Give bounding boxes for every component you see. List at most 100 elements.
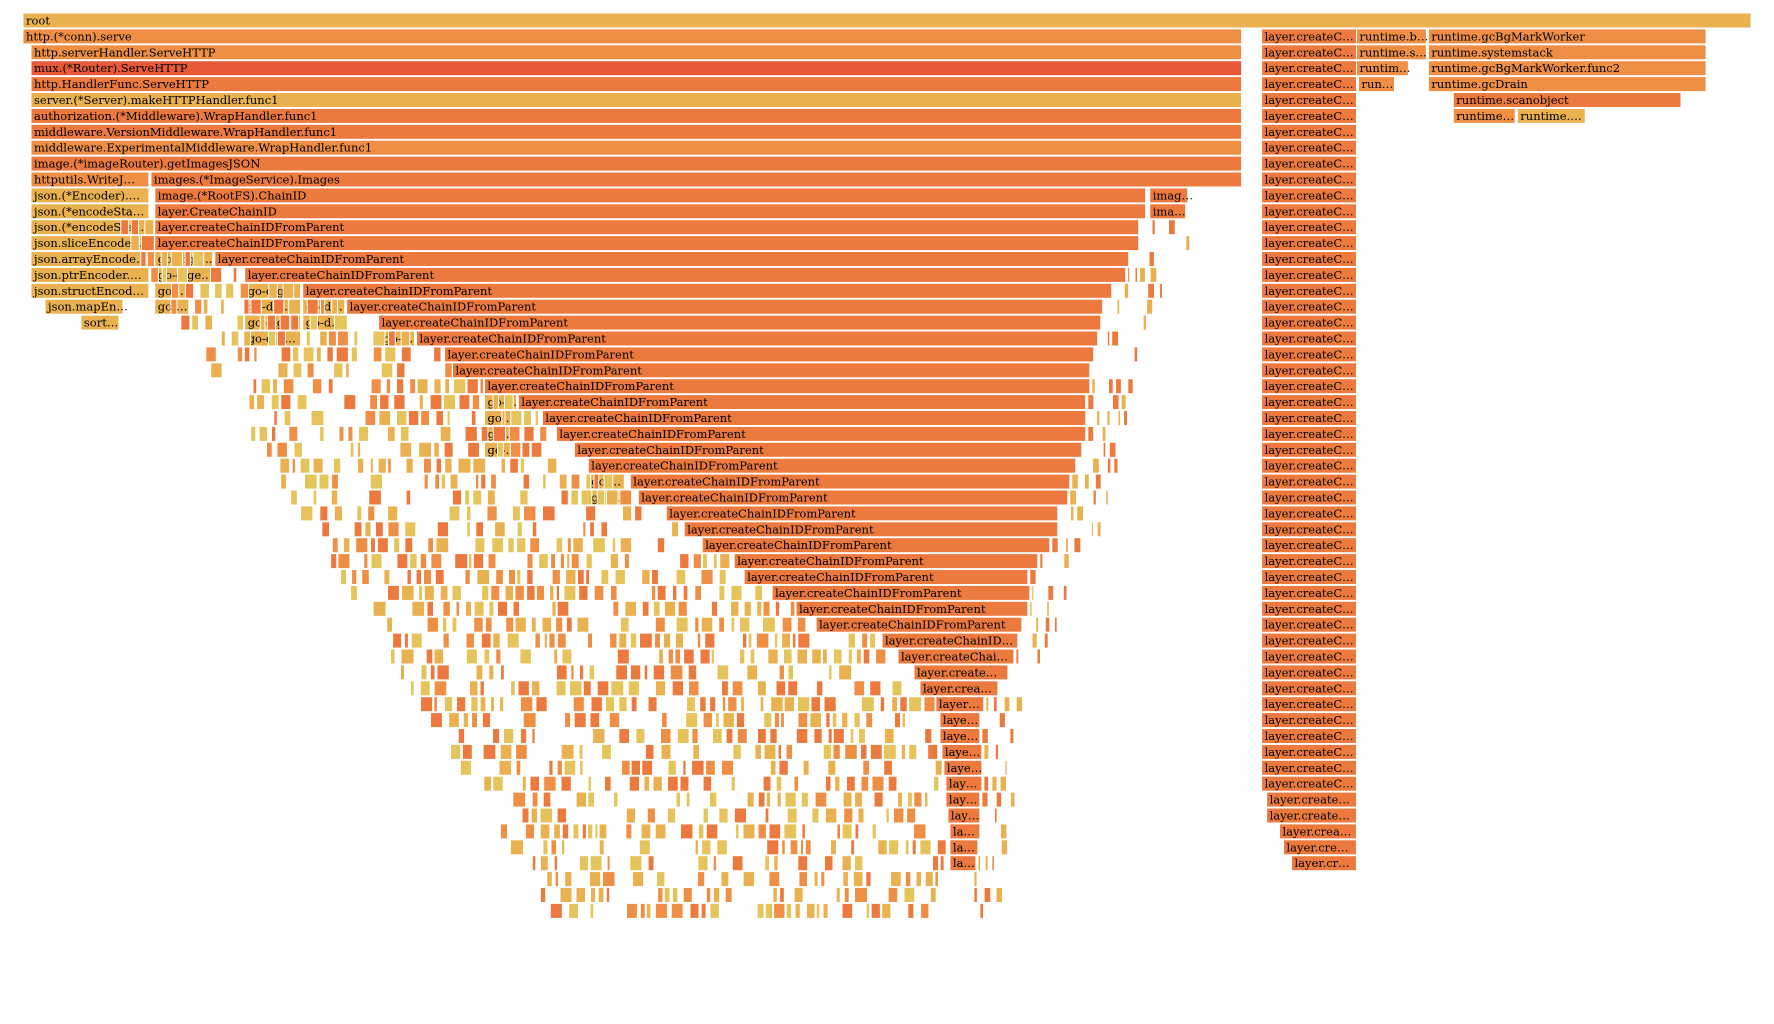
frame[interactable]: runtime.gcBgMarkWorkerruntime.gcBgMarkWo… — [1427, 28, 1707, 45]
frame[interactable]: layer.createChainIDFromParentlayer.creat… — [541, 410, 1087, 426]
frame[interactable]: layer.createC…layer.createChainIDFromPar… — [1261, 28, 1357, 45]
frame-rect[interactable] — [1261, 394, 1357, 411]
frame-rect[interactable] — [815, 616, 1023, 633]
frame[interactable]: server.(*Server).makeHTTPHandler.func1se… — [30, 92, 1243, 108]
frame[interactable]: layer.cre…layer.createChainIDFromParent — [1283, 839, 1357, 856]
frame[interactable]: image.(*RootFS).ChainIDimage.(*RootFS).C… — [154, 187, 1147, 204]
frame-rect[interactable] — [1261, 696, 1357, 713]
frame[interactable]: layer.createC…layer.createChainIDFromPar… — [1261, 346, 1357, 363]
frame-rect[interactable] — [154, 219, 1140, 236]
frame[interactable]: json.mapEn…json.mapEncoder.encode — [44, 298, 128, 315]
frame-rect[interactable] — [945, 791, 981, 808]
frame[interactable]: layer.createChainIDFromParentlayer.creat… — [665, 505, 1059, 522]
frame[interactable]: layer.createC…layer.createChainIDFromPar… — [1261, 537, 1357, 554]
frame[interactable]: middleware.ExperimentalMiddleware.WrapHa… — [30, 139, 1243, 156]
frame[interactable]: middleware.VersionMiddleware.WrapHandler… — [30, 123, 1243, 140]
frame-rect[interactable] — [30, 266, 150, 283]
frame[interactable]: layer.cr…layer.createChainIDFromParent — [1291, 855, 1357, 872]
frame[interactable]: layer.createChai…layer.createChainIDFrom… — [897, 648, 1015, 665]
frame[interactable]: layer.create…layer.createChainIDFromPare… — [1266, 807, 1357, 824]
frame[interactable]: layer.createChainIDFromParentlayer.creat… — [244, 266, 1127, 283]
frame-rect[interactable] — [1261, 330, 1357, 347]
frame[interactable]: runtime.b…runtime.bgsweep — [1356, 28, 1429, 45]
frame[interactable]: layer.createC…layer.createChainIDFromPar… — [1261, 680, 1357, 697]
frame[interactable]: layer.createC…layer.createChainIDFromPar… — [1261, 775, 1357, 792]
frame-rect[interactable] — [1261, 362, 1357, 379]
frame[interactable]: http.(*conn).servehttp.(*conn).serve — [22, 28, 1243, 45]
frame[interactable]: layer.createChainIDFromParentlayer.creat… — [346, 298, 1104, 315]
frame-rect[interactable] — [30, 60, 1243, 77]
frame[interactable]: layer.createC…layer.createChainIDFromPar… — [1261, 219, 1357, 236]
frame-rect[interactable] — [30, 203, 150, 220]
frame-rect[interactable] — [1261, 505, 1357, 522]
frame[interactable]: json.structEncod…json.structEncoder.enco… — [30, 282, 150, 299]
frame-rect[interactable] — [346, 298, 1104, 315]
frame-rect[interactable] — [555, 425, 1087, 442]
frame-rect[interactable] — [949, 855, 977, 872]
frame[interactable]: runtime.gcBgMarkWorker.func2runtime.gcBg… — [1427, 60, 1707, 77]
frame[interactable]: layer.createC…layer.createChainIDFromPar… — [1261, 473, 1357, 490]
frame-rect[interactable] — [1356, 44, 1427, 61]
frame[interactable]: layer.createC…layer.createChainIDFromPar… — [1261, 759, 1357, 776]
frame[interactable]: la…layer.createChainIDFromParent — [949, 823, 981, 840]
frame-rect[interactable] — [1261, 171, 1357, 188]
frame[interactable]: layer.createChainIDFromParentlayer.creat… — [587, 457, 1077, 474]
frame-rect[interactable] — [1427, 28, 1707, 45]
frame[interactable]: layer.createC…layer.createChainIDFromPar… — [1261, 489, 1357, 506]
frame[interactable]: layer.createC…layer.createChainIDFromPar… — [1261, 457, 1357, 474]
frame-rect[interactable] — [30, 92, 1243, 108]
frame[interactable]: layer.createC…layer.createChainIDFromPar… — [1261, 441, 1357, 458]
frame[interactable]: layer.createChainIDFromParentlayer.creat… — [214, 251, 1130, 267]
frame-rect[interactable] — [1261, 92, 1357, 108]
frame[interactable]: images.(*ImageService).Imagesimages.(*Im… — [150, 171, 1243, 188]
frame-rect[interactable] — [701, 537, 1051, 554]
frame[interactable]: http.serverHandler.ServeHTTPhttp.serverH… — [30, 44, 1243, 61]
frame-rect[interactable] — [1261, 632, 1357, 649]
frame[interactable]: layer.createC…layer.createChainIDFromPar… — [1261, 616, 1357, 633]
frame-rect[interactable] — [1261, 155, 1357, 172]
frame[interactable]: layer.createChainIDFromParentlayer.creat… — [683, 521, 1059, 538]
frame-rect[interactable] — [1427, 60, 1707, 77]
frame-rect[interactable] — [683, 521, 1059, 538]
frame-rect[interactable] — [1261, 743, 1357, 760]
frame-rect[interactable] — [484, 378, 1091, 395]
frame-rect[interactable] — [1261, 537, 1357, 554]
frame-rect[interactable] — [150, 171, 1243, 188]
frame-rect[interactable] — [945, 775, 983, 792]
frame[interactable]: layer.createC…layer.createChainIDFromPar… — [1261, 171, 1357, 188]
frame[interactable]: layer.createChainID…layer.createChainIDF… — [881, 632, 1019, 649]
frame-rect[interactable] — [1261, 410, 1357, 426]
frame[interactable]: laye…layer.createChainIDFromParent — [941, 743, 983, 760]
frame[interactable]: layer.createC…layer.createChainIDFromPar… — [1261, 123, 1357, 140]
frame[interactable]: lay…layer.createChainIDFromParent — [947, 807, 981, 824]
frame-rect[interactable] — [949, 839, 979, 856]
frame[interactable]: json.ptrEncoder.…json.ptrEncoder.encode — [30, 266, 150, 283]
frame[interactable]: layer.createC…layer.createChainIDFromPar… — [1261, 378, 1357, 395]
frame[interactable]: layer.createC…layer.createChainIDFromPar… — [1261, 553, 1357, 570]
frame[interactable]: layer.createChainIDFromParentlayer.creat… — [637, 489, 1069, 506]
frame[interactable]: run…runtime.scanstack — [1358, 76, 1395, 93]
frame[interactable]: runtime.systemstackruntime.systemstack — [1427, 44, 1707, 61]
frame-rect[interactable] — [941, 743, 983, 760]
frame-rect[interactable] — [30, 171, 150, 188]
frame[interactable]: la…layer.createChainIDFromParent — [949, 839, 979, 856]
frame[interactable]: layer.createChainIDFromParentlayer.creat… — [733, 553, 1039, 570]
frame[interactable]: sort…sort.Sort — [80, 314, 120, 331]
frame[interactable]: layer.createChainIDFromParentlayer.creat… — [484, 378, 1091, 395]
frame-rect[interactable] — [949, 823, 981, 840]
frame-rect[interactable] — [1356, 28, 1427, 45]
frame-rect[interactable] — [1356, 60, 1409, 77]
frame[interactable]: layer.createC…layer.createChainIDFromPar… — [1261, 187, 1357, 204]
frame[interactable]: layer.createC…layer.createChainIDFromPar… — [1261, 362, 1357, 379]
frame-rect[interactable] — [1261, 648, 1357, 665]
frame-rect[interactable] — [795, 600, 1029, 617]
frame[interactable]: layer.createC…layer.createChainIDFromPar… — [1261, 664, 1357, 681]
frame[interactable]: runtime…runtime.findObject — [1452, 107, 1516, 124]
frame-rect[interactable] — [771, 584, 1031, 601]
frame[interactable]: layer.CreateChainIDlayer.CreateChainID — [154, 203, 1147, 220]
frame[interactable]: layer.crea…layer.createChainIDFromParent — [919, 680, 999, 697]
frame-rect[interactable] — [30, 282, 150, 299]
frame[interactable]: runtime.gcDrainruntime.gcDrain — [1427, 76, 1707, 93]
frame[interactable]: http.HandlerFunc.ServeHTTPhttp.HandlerFu… — [30, 76, 1243, 93]
frame-rect[interactable] — [743, 569, 1029, 585]
